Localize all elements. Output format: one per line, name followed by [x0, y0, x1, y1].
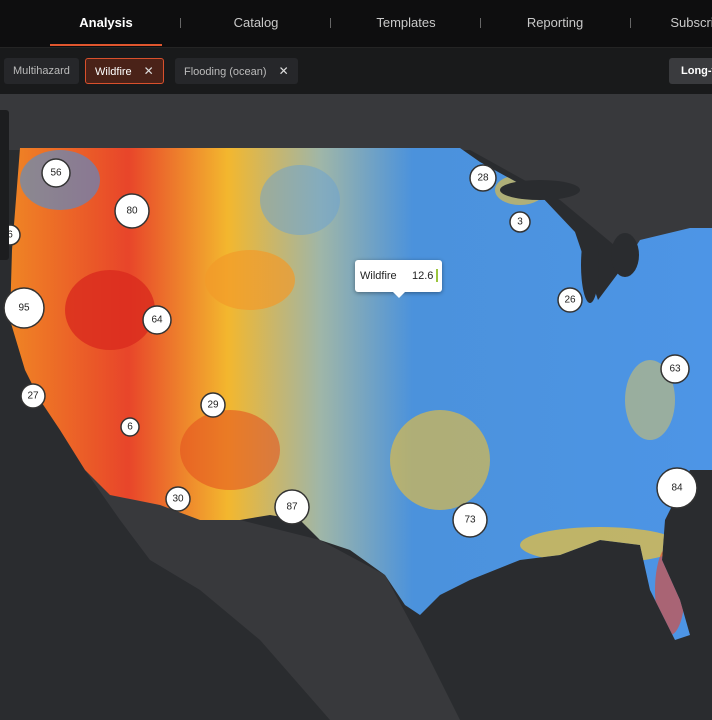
cluster-marker[interactable]: 84 [656, 467, 698, 509]
land-north [0, 94, 712, 300]
marker-circle [120, 417, 140, 437]
marker-circle [274, 489, 310, 525]
marker-circle [41, 158, 71, 188]
separator [480, 18, 481, 28]
marker-circle [469, 164, 497, 192]
tooltip-label: Wildfire [360, 270, 397, 282]
tab[interactable]: Templates [376, 15, 436, 30]
marker-count: 87 [286, 502, 298, 513]
cluster-marker[interactable]: 56 [41, 158, 71, 188]
chip-label: Multihazard [13, 65, 70, 77]
marker-circle [656, 467, 698, 509]
cluster-marker[interactable]: 30 [165, 486, 191, 512]
tooltip: Wildfire 12.6 [355, 260, 442, 298]
marker-count: 29 [207, 400, 219, 411]
cluster-marker[interactable]: 73 [452, 502, 488, 538]
cluster-marker[interactable]: 6 [120, 417, 140, 437]
marker-count: 6 [7, 230, 13, 241]
cluster-marker[interactable]: 26 [557, 287, 583, 313]
cluster-marker[interactable]: 63 [660, 354, 690, 384]
chip-label: Wildfire [95, 66, 132, 78]
marker-circle [165, 486, 191, 512]
cluster-marker[interactable]: 3 [509, 211, 531, 233]
marker-circle [114, 193, 150, 229]
marker-count: 56 [50, 168, 62, 179]
filter-chip[interactable]: Multihazard [4, 58, 79, 84]
markers: 56 80 6 95 64 27 29 6 30 87 73 28 3 26 63 84 [0, 158, 698, 538]
marker-circle [452, 502, 488, 538]
tab[interactable]: Catalog [233, 15, 279, 30]
marker-circle [20, 383, 46, 409]
marker-count: 84 [671, 483, 683, 494]
marker-count: 27 [27, 391, 39, 402]
marker-count: 3 [517, 217, 523, 228]
marker-circle [509, 211, 531, 233]
filter-chip[interactable]: Wildfire ✕ [85, 58, 164, 84]
separator [180, 18, 181, 28]
cluster-marker[interactable]: 27 [20, 383, 46, 409]
lake [500, 180, 580, 200]
cluster-marker[interactable]: 29 [200, 392, 226, 418]
chip-label: Flooding (ocean) [184, 66, 267, 78]
tab[interactable]: Reporting [526, 15, 584, 30]
marker-count: 28 [477, 173, 489, 184]
marker-count: 80 [126, 206, 138, 217]
cluster-marker[interactable]: 87 [274, 489, 310, 525]
marker-count: 73 [464, 515, 476, 526]
top-nav: Analysis Catalog Templates Reporting Sub… [0, 0, 712, 48]
separator [630, 18, 631, 28]
tooltip-value: 12.6 [412, 270, 434, 282]
side-panel [0, 110, 9, 260]
filter-bar: Multihazard Wildfire ✕ Flooding (ocean) ✕ … [0, 48, 712, 94]
marker-circle [557, 287, 583, 313]
marker-count: 63 [669, 364, 681, 375]
tab[interactable]: Analysis [79, 15, 133, 30]
marker-count: 64 [151, 315, 163, 326]
marker-count: 95 [18, 303, 30, 314]
active-underline [50, 44, 162, 46]
cluster-marker[interactable]: 80 [114, 193, 150, 229]
marker-circle [142, 305, 172, 335]
tooltip-bar [436, 269, 438, 282]
lake [581, 227, 599, 303]
separator [330, 18, 331, 28]
cluster-marker[interactable]: 95 [3, 287, 45, 329]
land-south [85, 470, 460, 720]
filter-chip[interactable]: Flooding (ocean) ✕ [175, 58, 298, 84]
cluster-marker[interactable]: 28 [469, 164, 497, 192]
remove-icon[interactable]: ✕ [143, 64, 154, 78]
marker-circle [3, 287, 45, 329]
marker-count: 26 [564, 295, 576, 306]
lake [611, 233, 639, 277]
marker-count: 6 [127, 422, 133, 433]
remove-icon[interactable]: ✕ [278, 64, 289, 78]
map[interactable]: 56 80 6 95 64 27 29 6 30 87 73 28 3 26 63 84 [0, 94, 712, 720]
tab[interactable]: Subscri [670, 15, 712, 30]
marker-circle [200, 392, 226, 418]
marker-count: 30 [172, 494, 184, 505]
cluster-marker[interactable]: 64 [142, 305, 172, 335]
button[interactable]: Long-t [669, 58, 712, 84]
marker-circle [660, 354, 690, 384]
